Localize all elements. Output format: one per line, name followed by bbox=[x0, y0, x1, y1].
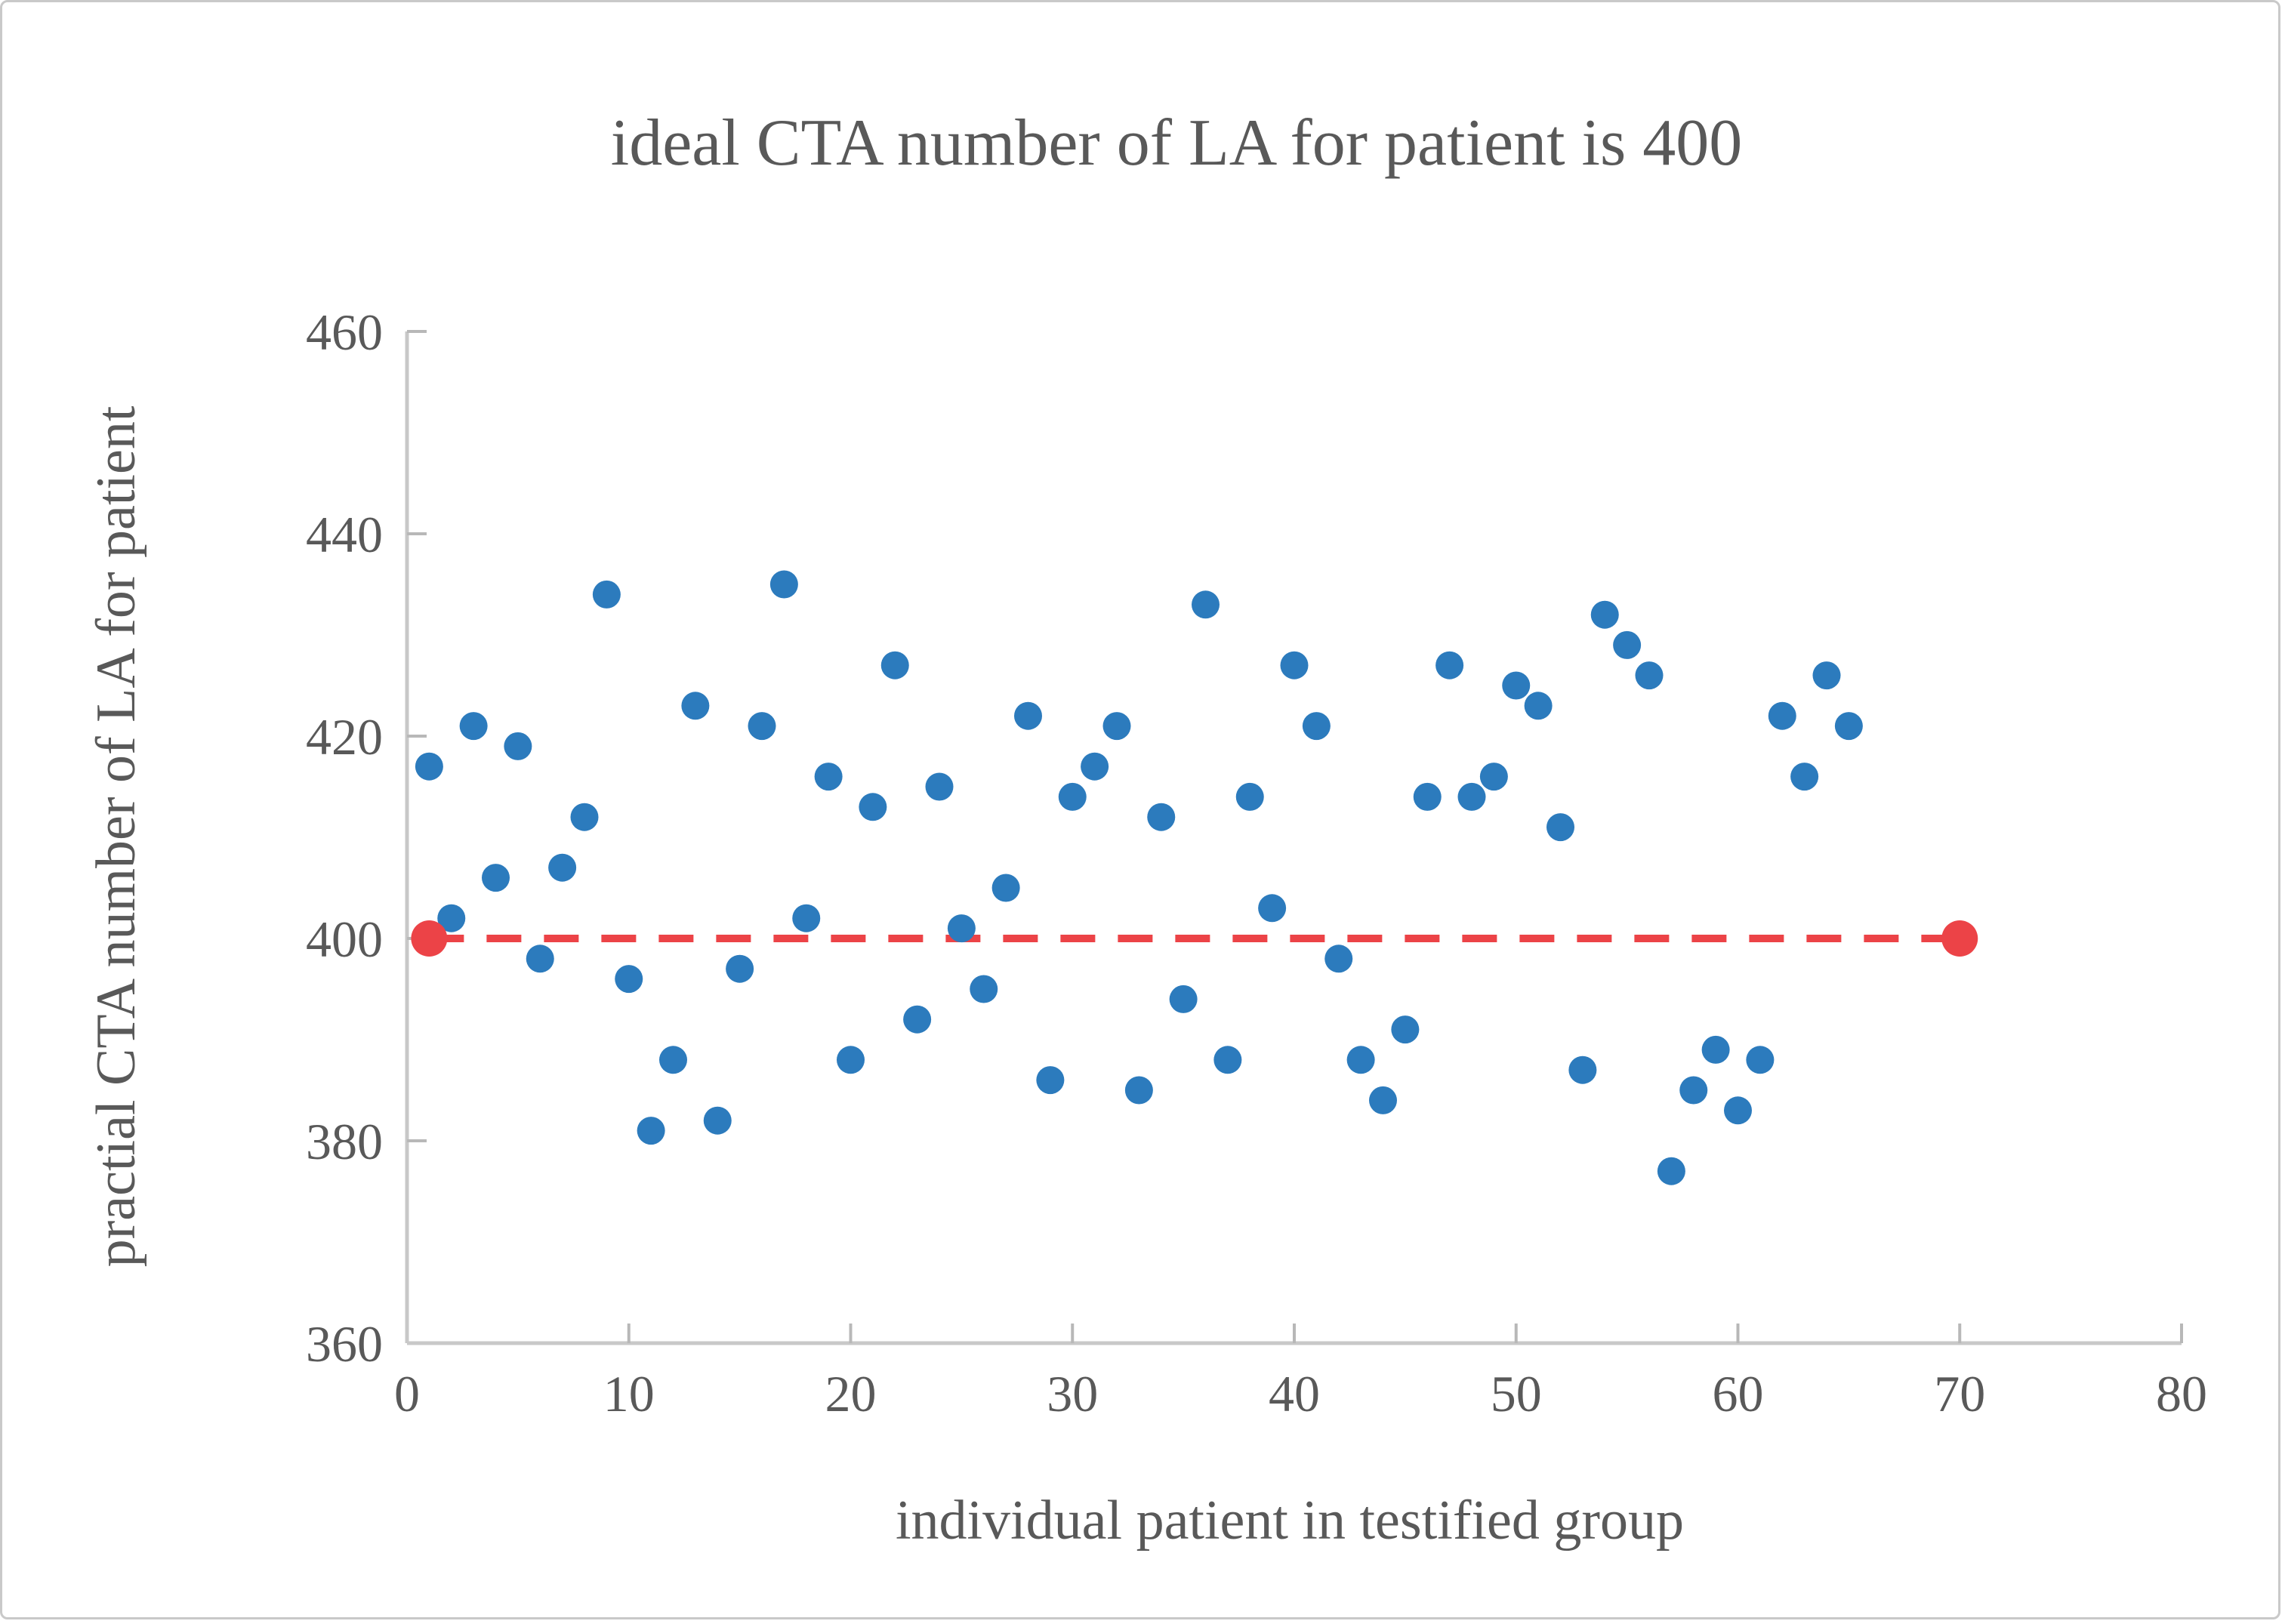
data-point bbox=[748, 712, 776, 741]
y-tick-label: 400 bbox=[306, 911, 383, 968]
data-point bbox=[1502, 671, 1531, 700]
data-point bbox=[1413, 782, 1442, 811]
reference-endpoint bbox=[1941, 920, 1978, 957]
data-point bbox=[726, 954, 754, 983]
data-point bbox=[1192, 590, 1220, 619]
data-point bbox=[903, 1005, 932, 1034]
data-point bbox=[615, 965, 643, 994]
x-tick-label: 80 bbox=[2156, 1365, 2207, 1422]
data-point bbox=[1124, 1076, 1153, 1105]
data-point bbox=[1568, 1055, 1597, 1084]
data-point bbox=[925, 772, 954, 801]
data-point bbox=[504, 732, 532, 760]
data-point bbox=[1169, 985, 1198, 1013]
data-point bbox=[1391, 1015, 1420, 1044]
data-point bbox=[1701, 1035, 1730, 1064]
data-point bbox=[1058, 782, 1087, 811]
data-point bbox=[1324, 945, 1353, 973]
data-point bbox=[1546, 813, 1574, 842]
data-point bbox=[880, 651, 909, 679]
x-tick-label: 0 bbox=[394, 1365, 420, 1422]
data-point bbox=[1435, 651, 1464, 679]
y-tick-label: 380 bbox=[306, 1113, 383, 1170]
data-point bbox=[1147, 803, 1176, 831]
data-point bbox=[1812, 661, 1841, 690]
y-tick-label: 360 bbox=[306, 1315, 383, 1373]
x-tick-label: 20 bbox=[825, 1365, 877, 1422]
data-point bbox=[526, 945, 554, 973]
data-point bbox=[1724, 1096, 1752, 1125]
data-point bbox=[1679, 1076, 1708, 1105]
y-axis-label: practial CTA number of LA for patient bbox=[85, 405, 147, 1267]
data-point bbox=[1302, 712, 1331, 741]
data-point bbox=[1635, 661, 1664, 690]
data-point bbox=[1613, 630, 1642, 659]
data-point bbox=[814, 763, 843, 791]
data-point bbox=[1102, 712, 1131, 741]
x-tick-label: 70 bbox=[1934, 1365, 1985, 1422]
data-point bbox=[1479, 763, 1508, 791]
data-point bbox=[970, 975, 998, 1003]
data-point bbox=[1036, 1066, 1065, 1095]
data-point bbox=[637, 1117, 665, 1145]
data-point bbox=[659, 1046, 687, 1074]
data-point bbox=[1768, 701, 1796, 730]
x-tick-label: 50 bbox=[1491, 1365, 1542, 1422]
data-point bbox=[437, 904, 466, 932]
data-point bbox=[947, 914, 976, 943]
axes: 360 380 400 420 440 460 0 10 20 30 40 50 60 70 80 bbox=[306, 304, 2207, 1422]
x-axis-label: individual patient in testified group bbox=[896, 1490, 1684, 1552]
data-point bbox=[1590, 600, 1619, 629]
data-point bbox=[570, 803, 599, 831]
x-tick-label: 60 bbox=[1713, 1365, 1764, 1422]
data-point bbox=[792, 904, 821, 932]
data-point bbox=[1457, 782, 1486, 811]
data-point bbox=[1746, 1046, 1775, 1074]
data-point bbox=[837, 1046, 865, 1074]
data-points bbox=[411, 570, 1978, 1185]
data-point bbox=[415, 752, 443, 781]
data-point bbox=[1280, 651, 1309, 679]
x-tick-label: 30 bbox=[1047, 1365, 1098, 1422]
data-point bbox=[1369, 1086, 1397, 1114]
data-point bbox=[991, 874, 1020, 902]
chart-title: ideal CTA number of LA for patient is 40… bbox=[611, 106, 1742, 180]
data-point bbox=[548, 853, 577, 882]
data-point bbox=[482, 864, 510, 892]
x-tick-label: 10 bbox=[603, 1365, 655, 1422]
y-tick-label: 440 bbox=[306, 506, 383, 563]
data-point bbox=[1213, 1046, 1242, 1074]
data-point bbox=[1014, 701, 1042, 730]
y-tick-label: 460 bbox=[306, 304, 383, 361]
data-point bbox=[1081, 752, 1109, 781]
data-point bbox=[769, 570, 798, 599]
data-point bbox=[592, 580, 621, 609]
y-tick-label: 420 bbox=[306, 708, 383, 766]
data-point bbox=[1790, 763, 1819, 791]
data-point bbox=[859, 793, 887, 821]
x-tick-label: 40 bbox=[1269, 1365, 1320, 1422]
data-point bbox=[459, 712, 488, 741]
data-point bbox=[681, 692, 710, 720]
data-point bbox=[1258, 894, 1287, 923]
data-point bbox=[703, 1106, 732, 1135]
data-point bbox=[1524, 692, 1553, 720]
data-point bbox=[1834, 712, 1863, 741]
reference-endpoint bbox=[411, 920, 448, 957]
data-point bbox=[1235, 782, 1264, 811]
data-point bbox=[1657, 1157, 1685, 1185]
data-point bbox=[1346, 1046, 1375, 1074]
